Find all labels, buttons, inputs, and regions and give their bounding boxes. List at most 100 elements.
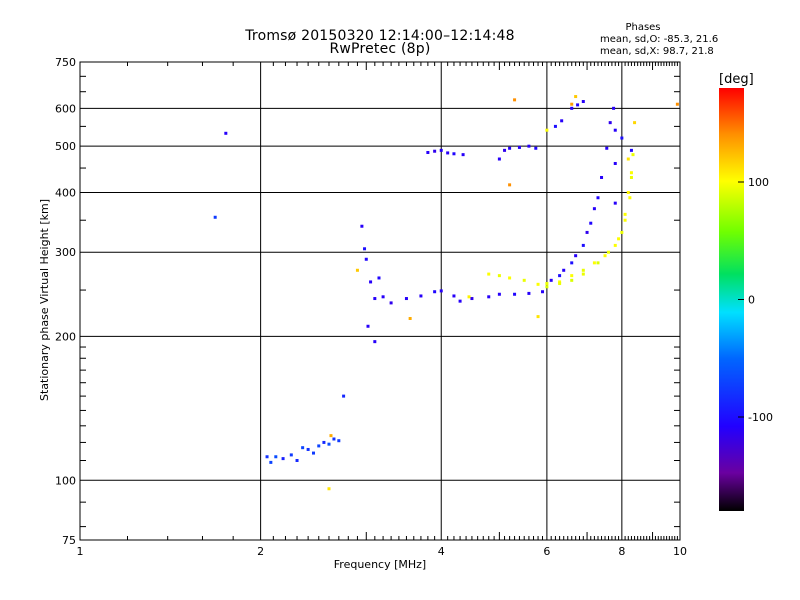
data-point-x-mode [633, 121, 637, 125]
data-point-x-mode [631, 153, 635, 157]
data-point-o-mode [612, 106, 616, 110]
x-tick-label: 10 [673, 545, 687, 558]
data-point-x-mode [570, 274, 574, 278]
x-tick-label: 6 [543, 545, 550, 558]
y-tick-label: 600 [55, 102, 76, 115]
data-point-o-mode [592, 207, 596, 211]
y-axis-label: Stationary phase Virtual Height [km] [38, 199, 51, 401]
data-point-o-mode [534, 146, 538, 150]
data-point-o-mode [574, 254, 578, 258]
data-point-o-mode [549, 278, 553, 282]
data-point-x-mode [613, 243, 617, 247]
y-tick-label: 200 [55, 330, 76, 343]
data-point-o-mode [366, 324, 370, 328]
y-tick-label: 300 [55, 246, 76, 259]
data-point-x-mode [603, 254, 607, 258]
data-point-x-mode [592, 261, 596, 265]
data-point-o-mode [389, 301, 393, 305]
colorbar-ticks: 100 0 -100 [738, 176, 773, 424]
axis-ticks [80, 62, 680, 540]
data-point-o-mode [541, 290, 545, 294]
data-point-x-mode [536, 282, 540, 286]
data-point-o-mode [360, 224, 364, 228]
data-point-o-mode [426, 150, 430, 154]
y-tick-label: 750 [55, 56, 76, 69]
data-point-o-mode [369, 280, 373, 284]
data-point-o-mode [589, 221, 593, 225]
phase-stats-line-x: mean, sd,X: 98.7, 21.8 [600, 46, 714, 57]
data-point-x-mode [327, 487, 331, 491]
axis-labels: 1 2 4 6 8 10 75 100 200 300 400 500 600 750 [55, 56, 687, 558]
data-point-x-mode [629, 171, 633, 175]
data-point-o-mode [342, 394, 346, 398]
data-point-o-mode [553, 124, 557, 128]
x-tick-label: 2 [257, 545, 264, 558]
data-point-o-mode [581, 100, 585, 104]
data-point-o-mode [364, 257, 368, 261]
data-point-o-mode [581, 243, 585, 247]
data-point-o-mode [311, 451, 315, 455]
data-point-o-mode [620, 136, 624, 140]
data-point-x-mode [536, 315, 540, 319]
data-point-x-mode [570, 102, 574, 106]
data-point-x-mode [596, 261, 600, 265]
data-point-x-mode [570, 278, 574, 282]
data-point-x-mode [574, 95, 578, 99]
data-point-o-mode [295, 458, 299, 462]
x-tick-label: 1 [77, 545, 84, 558]
data-point-o-mode [517, 145, 521, 149]
data-point-o-mode [327, 442, 331, 446]
data-point-o-mode [613, 161, 617, 165]
data-point-o-mode [433, 149, 437, 153]
data-point-o-mode [265, 455, 269, 459]
data-point-x-mode [617, 237, 621, 241]
data-point-o-mode [274, 455, 278, 459]
data-point-o-mode [446, 151, 450, 155]
data-point-o-mode [322, 440, 326, 444]
data-point-x-mode [545, 282, 549, 286]
x-tick-label: 8 [618, 545, 625, 558]
y-tick-label: 75 [62, 534, 76, 547]
data-point-x-mode [558, 280, 562, 284]
data-point-o-mode [458, 299, 462, 303]
data-point-o-mode [605, 146, 609, 150]
data-point-o-mode [600, 175, 604, 179]
data-point-x-mode [408, 316, 412, 320]
data-point-o-mode [381, 295, 385, 299]
colorbar-tick-label: 0 [748, 294, 755, 307]
data-point-x-mode [626, 157, 630, 161]
data-point-x-mode [623, 212, 627, 216]
data-point-o-mode [306, 447, 310, 451]
data-point-o-mode [452, 294, 456, 298]
phase-stats-line-o: mean, sd,O: -85.3, 21.6 [600, 34, 718, 45]
data-point-o-mode [373, 297, 377, 301]
data-point-o-mode [570, 261, 574, 265]
data-point-o-mode [439, 148, 443, 152]
data-point-x-mode [626, 190, 630, 194]
data-point-o-mode [332, 437, 336, 441]
data-point-x-mode [558, 282, 562, 286]
data-point-x-mode [581, 268, 585, 272]
data-points [213, 95, 679, 491]
data-point-x-mode [508, 276, 512, 280]
data-point-o-mode [585, 230, 589, 234]
data-point-x-mode [581, 272, 585, 276]
data-point-x-mode [487, 272, 491, 276]
data-point-o-mode [558, 274, 562, 278]
data-point-o-mode [289, 453, 293, 457]
data-point-o-mode [613, 201, 617, 205]
data-point-x-mode [628, 196, 632, 200]
data-point-o-mode [508, 146, 512, 150]
plot-area [79, 61, 681, 541]
data-point-x-mode [508, 183, 512, 187]
data-point-o-mode [433, 290, 437, 294]
data-point-x-mode [675, 102, 679, 106]
data-point-o-mode [281, 457, 285, 461]
data-point-o-mode [487, 295, 491, 299]
data-point-o-mode [596, 196, 600, 200]
data-point-o-mode [373, 340, 377, 344]
data-point-o-mode [570, 106, 574, 110]
data-point-o-mode [269, 460, 273, 464]
y-tick-label: 500 [55, 140, 76, 153]
